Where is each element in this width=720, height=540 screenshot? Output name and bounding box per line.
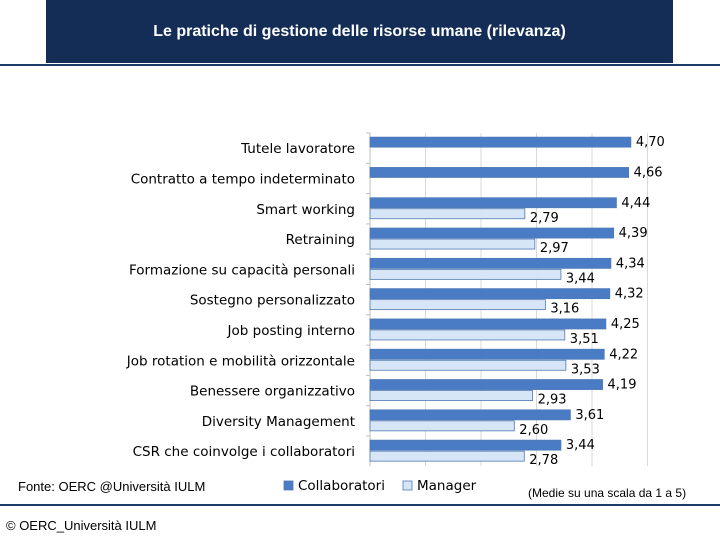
bar-chart: Tutele lavoratore 4,70 Contratto a tempo i… [126,132,665,494]
data-label-collaboratori: 4,39 [619,226,648,241]
legend-swatch-collaboratori [283,480,294,491]
data-label-collaboratori: 4,32 [615,287,644,302]
bar-manager [369,329,566,341]
bar-collaboratori [369,227,615,239]
data-label-manager: 2,93 [538,393,567,408]
category-label: Sostegno personalizzato [190,293,355,309]
top-divider [0,64,720,66]
data-label-collaboratori: 4,25 [611,317,640,332]
bar-collaboratori [369,136,632,148]
legend-swatch-manager [402,480,413,491]
data-label-manager: 2,60 [519,423,548,438]
legend-label-collaboratori: Collaboratori [298,478,385,494]
category-label: Smart working [256,202,355,218]
bar-manager [369,268,562,280]
category-label: Tutele lavoratore [240,141,355,157]
bar-manager [369,450,525,462]
category-label: Benessere organizzativo [190,384,355,400]
bar-collaboratori [369,257,612,269]
category-label: Diversity Management [202,414,355,430]
data-label-manager: 2,97 [540,241,569,256]
data-label-collaboratori: 4,22 [609,347,638,362]
category-label: Job rotation e mobilità orizzontale [126,353,355,369]
category-label: Formazione su capacità personali [129,262,355,278]
data-label-collaboratori: 3,44 [566,438,595,453]
bar-collaboratori [369,288,611,300]
data-label-collaboratori: 4,66 [634,165,663,180]
data-label-manager: 3,16 [550,302,579,317]
data-label-manager: 3,53 [571,362,600,377]
bar-manager [369,359,567,371]
slide-title-bar: Le pratiche di gestione delle risorse um… [46,0,673,63]
data-label-manager: 3,44 [566,271,595,286]
scale-note: (Medie su una scala da 1 a 5) [528,486,687,500]
category-label: CSR che coinvolge i collaboratori [133,444,355,460]
slide-title: Le pratiche di gestione delle risorse um… [153,22,566,40]
bar-collaboratori [369,167,630,178]
source-note: Fonte: OERC @Università IULM [18,479,206,494]
bar-collaboratori [369,348,605,360]
copyright: © OERC_Università IULM [6,518,157,533]
bar-manager [369,390,534,401]
bar-collaboratori [369,379,603,390]
bottom-divider [0,504,720,506]
category-label: Job posting interno [227,323,355,339]
category-label: Contratto a tempo indeterminato [131,171,355,187]
bar-collaboratori [369,197,617,209]
data-label-collaboratori: 4,19 [608,378,637,393]
data-label-collaboratori: 4,70 [636,135,665,150]
data-label-collaboratori: 4,34 [616,256,645,271]
data-label-manager: 2,79 [530,211,559,226]
bar-collaboratori [369,439,562,451]
data-label-collaboratori: 4,44 [621,196,650,211]
bar-manager [369,299,546,311]
category-label: Retraining [286,232,355,248]
bar-manager [369,420,515,432]
data-label-collaboratori: 3,61 [575,408,604,423]
bar-manager [369,238,536,250]
bar-collaboratori [369,409,571,421]
data-label-manager: 3,51 [570,332,599,347]
bar-manager [369,208,526,220]
legend-label-manager: Manager [417,478,477,494]
bar-collaboratori [369,318,607,330]
data-label-manager: 2,78 [529,453,558,468]
